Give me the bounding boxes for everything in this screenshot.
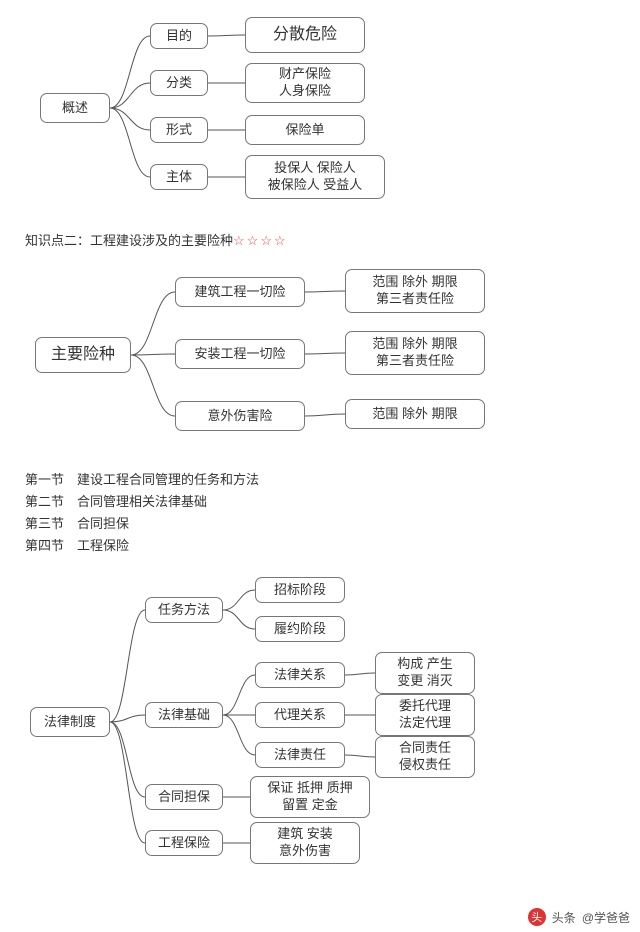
footer-handle: @学爸爸: [582, 909, 630, 926]
tree-node: 法律基础: [145, 702, 223, 728]
tree-node: 法律责任: [255, 742, 345, 768]
tree-node: 主要险种: [35, 337, 131, 373]
tree-node: 保险单: [245, 115, 365, 145]
toc-line: 第四节 工程保险: [25, 535, 615, 557]
tree-node: 目的: [150, 23, 208, 49]
tree-node: 招标阶段: [255, 577, 345, 603]
section-toc: 第一节 建设工程合同管理的任务和方法第二节 合同管理相关法律基础第三节 合同担保…: [25, 469, 615, 557]
tree-insurance-types: 主要险种建筑工程一切险安装工程一切险意外伤害险范围 除外 期限 第三者责任险范围…: [25, 259, 615, 449]
tree-node: 履约阶段: [255, 616, 345, 642]
tree-node: 范围 除外 期限: [345, 399, 485, 429]
footer-attribution: 头 头条 @学爸爸: [528, 908, 630, 926]
heading-knowledge-2: 知识点二：工程建设涉及的主要险种☆☆☆☆: [25, 230, 615, 249]
tree-node: 意外伤害险: [175, 401, 305, 431]
tree-node: 安装工程一切险: [175, 339, 305, 369]
toutiao-icon: 头: [528, 908, 546, 926]
toc-line: 第三节 合同担保: [25, 513, 615, 535]
rating-stars: ☆☆☆☆: [233, 233, 288, 248]
tree-node: 委托代理 法定代理: [375, 694, 475, 736]
tree-node: 合同责任 侵权责任: [375, 736, 475, 778]
heading-label: 知识点二：工程建设涉及的主要险种: [25, 233, 233, 248]
toc-line: 第二节 合同管理相关法律基础: [25, 491, 615, 513]
tree-node: 建筑 安装 意外伤害: [250, 822, 360, 864]
tree-node: 形式: [150, 117, 208, 143]
tree-node: 工程保险: [145, 830, 223, 856]
tree-node: 代理关系: [255, 702, 345, 728]
tree-node: 概述: [40, 93, 110, 123]
tree-node: 任务方法: [145, 597, 223, 623]
tree-node: 建筑工程一切险: [175, 277, 305, 307]
tree-legal-system: 法律制度 任务方法法律基础合同担保工程保险 招标阶段履约阶段法律关系代理关系法律责任…: [25, 572, 615, 872]
tree-node: 财产保险 人身保险: [245, 63, 365, 103]
footer-prefix: 头条: [552, 909, 576, 926]
tree-node: 分类: [150, 70, 208, 96]
tree-node: 保证 抵押 质押 留置 定金: [250, 776, 370, 818]
tree-node: 法律制度: [30, 707, 110, 737]
tree-node: 构成 产生 变更 消灭: [375, 652, 475, 694]
tree-node: 范围 除外 期限 第三者责任险: [345, 331, 485, 375]
tree-node: 主体: [150, 164, 208, 190]
tree-node: 法律关系: [255, 662, 345, 688]
tree-node: 投保人 保险人 被保险人 受益人: [245, 155, 385, 199]
tree-overview: 概述 目的分类形式主体 分散危险财产保险 人身保险保险单投保人 保险人 被保险人 受…: [25, 15, 615, 210]
tree-node: 分散危险: [245, 17, 365, 53]
tree-node: 范围 除外 期限 第三者责任险: [345, 269, 485, 313]
toc-line: 第一节 建设工程合同管理的任务和方法: [25, 469, 615, 491]
tree-node: 合同担保: [145, 784, 223, 810]
